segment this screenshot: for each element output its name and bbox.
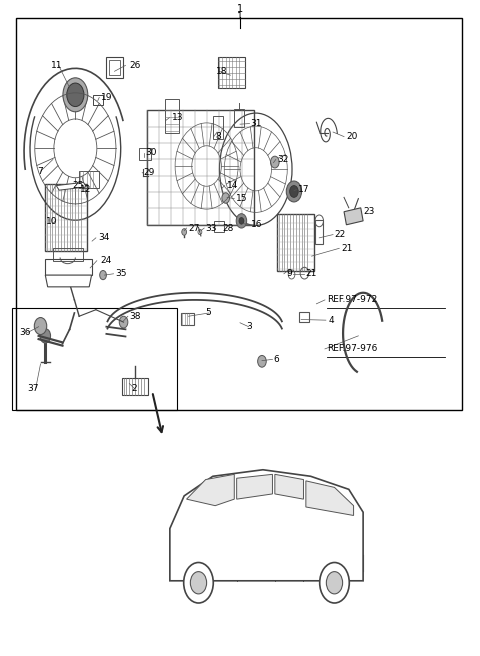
Text: 16: 16 <box>251 220 262 230</box>
Text: 20: 20 <box>346 132 357 141</box>
Text: 32: 32 <box>277 155 288 164</box>
Circle shape <box>320 562 349 603</box>
Text: 29: 29 <box>144 168 155 177</box>
Text: 9: 9 <box>287 269 292 278</box>
Text: 1: 1 <box>237 12 243 21</box>
Polygon shape <box>306 481 354 516</box>
Text: 31: 31 <box>251 119 262 128</box>
Text: 2: 2 <box>132 384 137 392</box>
Text: 7: 7 <box>37 167 43 176</box>
Bar <box>109 60 120 75</box>
Bar <box>299 312 309 322</box>
Polygon shape <box>170 470 363 581</box>
Circle shape <box>326 571 343 594</box>
Bar <box>79 171 99 188</box>
Text: 17: 17 <box>298 185 310 194</box>
Text: 35: 35 <box>115 269 126 278</box>
Circle shape <box>191 571 206 594</box>
Text: 28: 28 <box>222 224 233 233</box>
Text: 1: 1 <box>237 5 243 14</box>
Bar <box>277 214 314 270</box>
Bar <box>45 184 87 251</box>
Text: 26: 26 <box>129 61 141 70</box>
Circle shape <box>222 193 229 203</box>
Bar <box>12 308 177 409</box>
Bar <box>107 57 122 78</box>
Bar <box>147 110 254 225</box>
Polygon shape <box>56 182 86 190</box>
Bar <box>234 109 244 127</box>
Circle shape <box>289 186 298 197</box>
Bar <box>122 379 148 396</box>
Bar <box>181 313 194 325</box>
Text: 33: 33 <box>205 224 217 233</box>
Polygon shape <box>344 208 363 225</box>
Circle shape <box>182 229 187 236</box>
Circle shape <box>34 318 47 335</box>
Polygon shape <box>45 275 92 287</box>
Circle shape <box>100 270 107 279</box>
Bar <box>45 259 92 275</box>
Bar <box>139 148 151 160</box>
Circle shape <box>236 214 247 228</box>
Text: 15: 15 <box>236 194 248 203</box>
Text: 38: 38 <box>129 312 141 321</box>
Text: 5: 5 <box>205 308 211 318</box>
Bar <box>53 249 83 260</box>
Text: 10: 10 <box>46 217 58 226</box>
Text: 24: 24 <box>101 256 112 265</box>
Circle shape <box>286 181 301 202</box>
Text: REF.97-972: REF.97-972 <box>327 295 377 304</box>
Text: 21: 21 <box>306 269 317 278</box>
Text: REF.97-976: REF.97-976 <box>327 344 377 354</box>
Bar <box>315 220 323 245</box>
Text: 21: 21 <box>341 244 352 253</box>
Circle shape <box>184 562 213 603</box>
Text: 3: 3 <box>246 322 252 331</box>
Text: 37: 37 <box>27 384 38 392</box>
Text: 11: 11 <box>51 61 62 70</box>
Text: 36: 36 <box>20 328 31 337</box>
Text: 22: 22 <box>335 230 346 239</box>
Text: 19: 19 <box>101 93 112 102</box>
Text: 23: 23 <box>363 207 374 216</box>
Bar <box>214 221 224 232</box>
Text: 6: 6 <box>274 355 279 364</box>
Text: 12: 12 <box>80 185 91 194</box>
Bar <box>217 57 245 88</box>
Text: 25: 25 <box>72 181 84 190</box>
Text: 18: 18 <box>216 67 228 76</box>
Text: 8: 8 <box>215 132 221 141</box>
Text: 13: 13 <box>172 113 184 122</box>
Circle shape <box>40 329 50 343</box>
Polygon shape <box>275 474 303 499</box>
Circle shape <box>258 356 266 367</box>
Circle shape <box>119 316 128 328</box>
Text: 14: 14 <box>227 181 238 190</box>
Circle shape <box>63 78 88 112</box>
Circle shape <box>67 83 84 106</box>
Text: 27: 27 <box>189 224 200 233</box>
Polygon shape <box>237 474 273 499</box>
Circle shape <box>239 218 244 224</box>
Bar <box>213 115 223 139</box>
Text: 34: 34 <box>98 234 109 242</box>
Bar <box>93 96 103 105</box>
Text: 4: 4 <box>328 316 334 325</box>
Circle shape <box>271 156 279 168</box>
Polygon shape <box>187 474 234 506</box>
Text: 30: 30 <box>145 148 157 157</box>
Bar <box>16 18 462 409</box>
Bar <box>165 99 179 133</box>
